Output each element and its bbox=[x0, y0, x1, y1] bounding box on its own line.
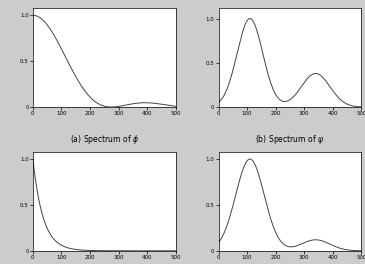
Title: (b) Spectrum of $\psi$: (b) Spectrum of $\psi$ bbox=[255, 133, 325, 146]
Title: (a) Spectrum of $\phi$: (a) Spectrum of $\phi$ bbox=[70, 133, 139, 146]
